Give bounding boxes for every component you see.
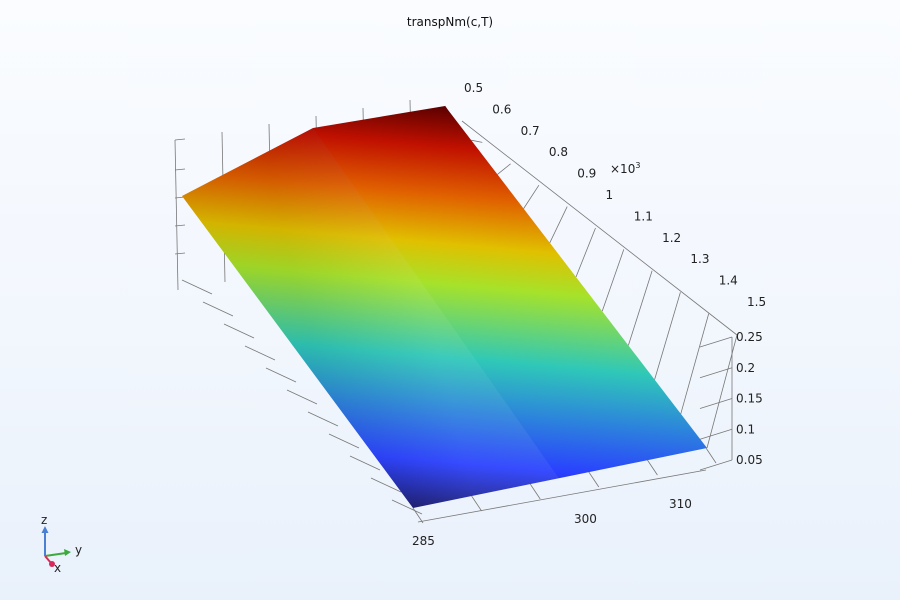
z-axis-tick-label: 0.2 xyxy=(736,361,755,375)
y-axis-gridline xyxy=(601,249,625,312)
floor-gridline xyxy=(328,433,360,449)
floor-gridline xyxy=(286,389,318,405)
triad-z-label: z xyxy=(41,513,47,527)
triad-y-label: y xyxy=(75,543,82,557)
y-axis-gridline xyxy=(628,270,653,346)
floor-gridline xyxy=(349,455,381,471)
y-axis-tick-label: 0.8 xyxy=(549,145,568,159)
floor-gridline xyxy=(223,323,255,339)
y-axis-tick-label: 1.4 xyxy=(719,274,738,288)
floor-gridline xyxy=(370,477,402,493)
triad-x-dot-icon xyxy=(49,561,55,567)
triad-y-axis xyxy=(44,552,67,557)
y-axis-tick-label: 1.5 xyxy=(747,295,766,309)
z-axis-tick-labels: 0.05 0.1 0.15 0.2 0.25 xyxy=(736,330,763,467)
x-axis-tick xyxy=(588,471,600,488)
y-axis-gridline xyxy=(654,292,681,380)
z-axis-gridline xyxy=(699,367,733,379)
surface xyxy=(182,106,707,508)
x-axis-tick xyxy=(529,483,541,500)
y-axis-multiplier-base: ×10 xyxy=(610,162,635,176)
axis-triad: z y x xyxy=(41,513,82,575)
floor-gridline xyxy=(244,345,276,361)
triad-x-label: x xyxy=(54,561,61,575)
floor-gridline xyxy=(181,279,213,295)
y-axis-gridline xyxy=(523,184,540,209)
y-axis-tick-label: 1 xyxy=(606,188,614,202)
axis-grid xyxy=(174,99,738,524)
z-axis-gridline xyxy=(699,459,733,471)
z-axis-tick-label: 0.1 xyxy=(736,422,755,436)
back-wall-horizontal-gridline xyxy=(174,224,186,227)
y-axis-multiplier-exp: 3 xyxy=(635,161,640,170)
y-axis-gridline xyxy=(471,139,483,143)
y-axis-gridline xyxy=(575,227,596,278)
y-axis-tick-label: 1.1 xyxy=(634,209,653,223)
z-axis-gridline xyxy=(699,428,733,440)
x-axis-tick-labels: 285 300 310 xyxy=(412,497,692,548)
x-axis-tick-label: 300 xyxy=(574,512,597,526)
y-axis-tick-label: 1.3 xyxy=(690,252,709,266)
y-axis-tick-label: 1.2 xyxy=(662,231,681,245)
y-axis-spine xyxy=(461,120,738,336)
y-axis-gridline xyxy=(706,334,738,449)
back-wall-horizontal-gridline xyxy=(174,138,186,141)
floor-gridline xyxy=(202,301,234,317)
x-axis-tick-label: 285 xyxy=(412,534,435,548)
back-wall-vertical-gridline xyxy=(174,139,179,291)
y-axis-gridline xyxy=(680,313,710,414)
y-axis-gridline xyxy=(549,206,568,243)
surface-shading xyxy=(182,128,560,508)
y-axis-tick-label: 0.7 xyxy=(521,124,540,138)
z-axis-tick-label: 0.15 xyxy=(736,392,763,406)
triad-y-arrow-icon xyxy=(64,549,71,556)
x-axis-spine xyxy=(417,469,707,523)
z-axis-tick-label: 0.25 xyxy=(736,330,763,344)
y-axis-tick-labels: 0.5 0.6 0.7 0.8 0.9 1 1.1 1.2 1.3 1.4 1.5 xyxy=(464,81,766,309)
chart-title: transpNm(c,T) xyxy=(407,15,493,29)
y-axis-tick-label: 0.9 xyxy=(577,167,596,181)
x-axis-tick xyxy=(705,447,717,464)
y-axis-multiplier: ×103 xyxy=(610,161,640,176)
y-axis-tick-label: 0.5 xyxy=(464,81,483,95)
floor-gridline xyxy=(307,411,339,427)
y-axis-tick-label: 0.6 xyxy=(492,102,511,116)
triad-z-arrow-icon xyxy=(41,526,49,533)
x-axis-tick xyxy=(412,507,424,524)
z-axis-gridline xyxy=(699,336,733,348)
back-wall-horizontal-gridline xyxy=(174,252,186,255)
x-axis-tick xyxy=(647,459,658,476)
floor-gridline xyxy=(391,499,423,515)
z-axis-tick-label: 0.05 xyxy=(736,453,763,467)
y-axis-gridline xyxy=(497,163,511,175)
x-axis-tick-label: 310 xyxy=(669,497,692,511)
x-axis-tick xyxy=(471,495,482,512)
back-wall-horizontal-gridline xyxy=(174,168,186,171)
z-axis-gridline xyxy=(699,398,733,409)
floor-gridline xyxy=(265,367,297,383)
